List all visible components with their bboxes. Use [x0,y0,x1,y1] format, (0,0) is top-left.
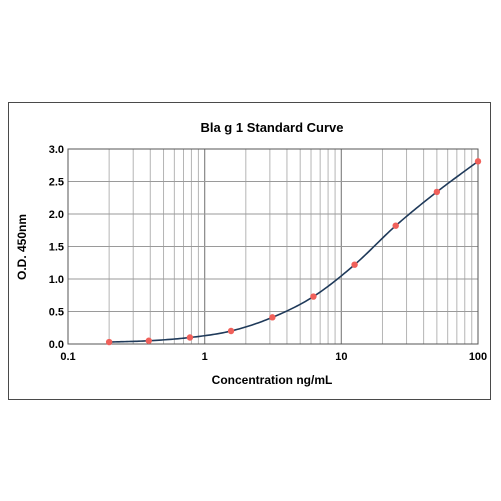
x-tick-label: 0.1 [60,351,75,363]
y-tick-label: 1.0 [49,274,64,286]
data-point [351,261,358,268]
x-tick-labels: 0.1 1 10 100 [60,351,487,363]
data-point [145,337,152,344]
data-point [186,334,194,341]
x-axis-label: Concentration ng/mL [212,373,333,387]
y-tick-label: 2.0 [49,209,64,221]
data-point [105,338,113,346]
x-tick-label: 100 [469,351,487,363]
fit-curve [109,160,479,343]
data-point [474,158,482,165]
chart-title: Bla g 1 Standard Curve [200,120,343,135]
y-tick-labels: 0.0 0.5 1.0 1.5 2.0 2.5 3.0 [49,144,64,351]
x-tick-label: 1 [202,351,208,363]
data-points [105,158,482,346]
y-tick-label: 1.5 [49,242,64,254]
y-tick-label: 0.5 [49,307,64,319]
x-tick-label: 10 [335,351,347,363]
data-point [433,188,441,196]
y-tick-label: 3.0 [49,144,64,156]
data-point [227,327,235,335]
y-tick-label: 0.0 [49,339,64,351]
y-axis-label: O.D. 450nm [15,214,29,280]
data-point [392,222,399,229]
plot-area-border [67,148,479,345]
data-point [269,314,276,321]
chart-frame [8,102,491,400]
y-tick-label: 2.5 [49,177,64,189]
data-point [310,293,317,300]
